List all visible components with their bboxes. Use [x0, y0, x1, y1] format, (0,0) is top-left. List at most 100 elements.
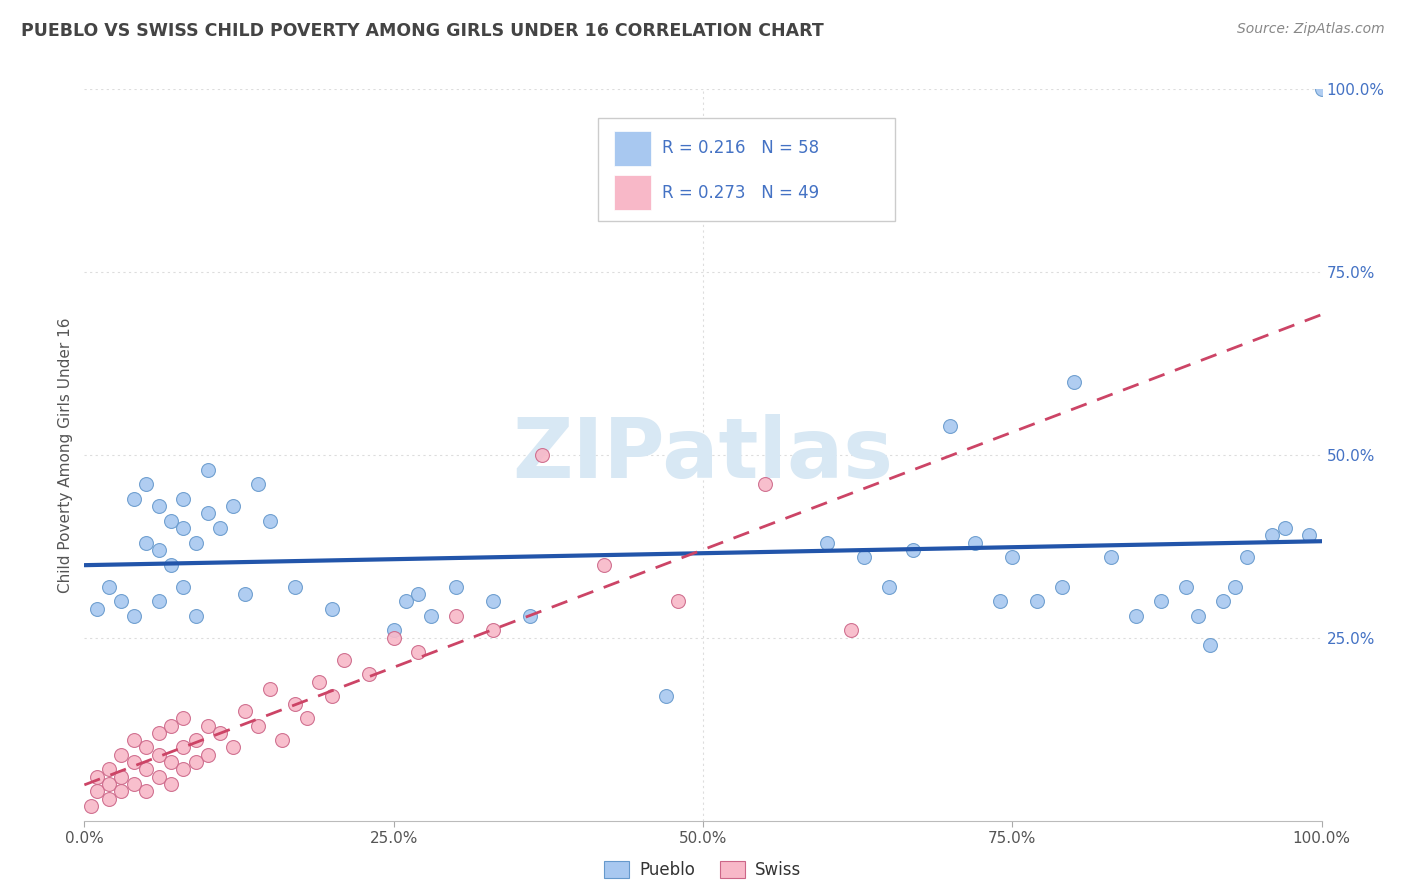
Text: ZIPatlas: ZIPatlas [513, 415, 893, 495]
Point [308, 674, 330, 689]
Point [321, 601, 343, 615]
Point [1236, 550, 1258, 565]
Point [1150, 594, 1173, 608]
Point [1223, 580, 1246, 594]
FancyBboxPatch shape [614, 131, 651, 166]
Point [988, 594, 1011, 608]
Point [481, 594, 503, 608]
Point [1261, 528, 1284, 542]
Point [815, 535, 838, 549]
Point [233, 704, 256, 718]
Point [135, 763, 157, 777]
Point [259, 514, 281, 528]
Point [197, 718, 219, 732]
Point [666, 594, 689, 608]
Point [1099, 550, 1122, 565]
Point [1187, 608, 1209, 623]
Point [98, 763, 121, 777]
Point [209, 726, 232, 740]
Point [172, 711, 194, 725]
Text: R = 0.273   N = 49: R = 0.273 N = 49 [662, 184, 820, 202]
Point [122, 755, 145, 769]
Point [295, 711, 318, 725]
Point [408, 587, 430, 601]
Point [122, 777, 145, 791]
Point [110, 747, 132, 762]
Point [903, 543, 925, 558]
Point [197, 747, 219, 762]
Point [246, 718, 269, 732]
Point [184, 733, 207, 747]
Point [160, 755, 183, 769]
Point [357, 667, 380, 681]
Point [148, 726, 170, 740]
Point [852, 550, 875, 565]
Point [271, 733, 294, 747]
Point [135, 784, 157, 798]
Point [939, 418, 962, 433]
Point [1001, 550, 1024, 565]
Point [184, 755, 207, 769]
Point [222, 740, 245, 755]
Point [284, 697, 307, 711]
Point [86, 784, 108, 798]
Point [1174, 580, 1197, 594]
Point [444, 608, 467, 623]
Point [233, 587, 256, 601]
Point [965, 535, 987, 549]
Point [519, 608, 541, 623]
Point [135, 740, 157, 755]
Point [877, 580, 900, 594]
Point [284, 580, 307, 594]
Text: R = 0.216   N = 58: R = 0.216 N = 58 [662, 139, 820, 158]
Point [259, 681, 281, 696]
Point [172, 521, 194, 535]
Point [98, 580, 121, 594]
Point [86, 601, 108, 615]
Point [122, 608, 145, 623]
Point [408, 645, 430, 659]
Point [444, 580, 467, 594]
Point [122, 491, 145, 506]
Point [395, 594, 418, 608]
Point [419, 608, 441, 623]
Point [148, 594, 170, 608]
Point [1050, 580, 1073, 594]
Point [122, 733, 145, 747]
Point [98, 791, 121, 805]
Point [333, 653, 356, 667]
Point [222, 499, 245, 513]
Point [148, 543, 170, 558]
Point [160, 514, 183, 528]
Point [1026, 594, 1049, 608]
Point [160, 558, 183, 572]
Point [1212, 594, 1234, 608]
FancyBboxPatch shape [598, 119, 894, 221]
FancyBboxPatch shape [614, 175, 651, 210]
Point [184, 608, 207, 623]
Point [1125, 608, 1147, 623]
Point [593, 558, 616, 572]
Point [1063, 375, 1085, 389]
Point [1310, 82, 1333, 96]
Point [110, 770, 132, 784]
Point [197, 507, 219, 521]
Point [135, 535, 157, 549]
Point [382, 631, 405, 645]
Point [86, 770, 108, 784]
Point [79, 799, 101, 814]
Y-axis label: Child Poverty Among Girls Under 16: Child Poverty Among Girls Under 16 [58, 318, 73, 592]
Point [172, 580, 194, 594]
Point [321, 690, 343, 704]
Legend: Pueblo, Swiss: Pueblo, Swiss [598, 854, 808, 886]
Point [148, 499, 170, 513]
Point [160, 718, 183, 732]
Point [1298, 528, 1320, 542]
Point [841, 624, 863, 638]
Point [197, 462, 219, 476]
Point [754, 477, 776, 491]
Point [382, 624, 405, 638]
Point [148, 770, 170, 784]
Point [481, 624, 503, 638]
Point [184, 535, 207, 549]
